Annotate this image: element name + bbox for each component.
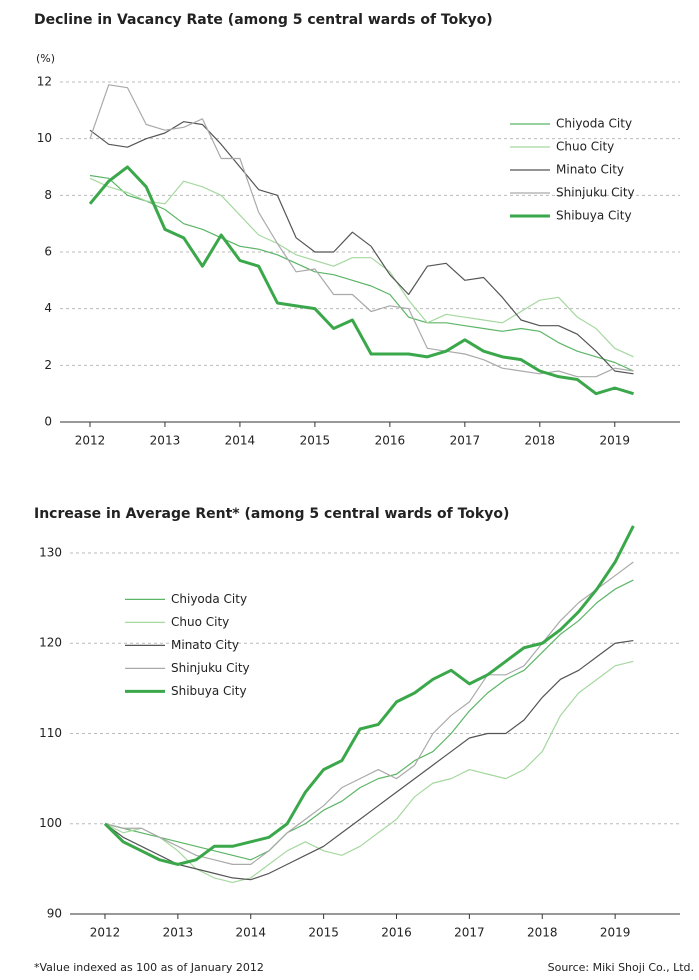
y-tick-label: 10 [37, 131, 52, 145]
legend-label: Chuo City [556, 140, 614, 154]
x-tick-label: 2013 [163, 926, 194, 940]
x-tick-label: 2012 [75, 434, 106, 448]
y-tick-label: 90 [47, 907, 62, 921]
x-tick-label: 2019 [600, 926, 631, 940]
x-tick-label: 2017 [450, 434, 481, 448]
y-axis-label: (%) [36, 52, 55, 65]
chart-title: Decline in Vacancy Rate (among 5 central… [34, 12, 493, 28]
series-line [89, 174, 634, 372]
x-tick-label: 2013 [150, 434, 181, 448]
y-tick-label: 100 [39, 816, 62, 830]
legend-label: Chiyoda City [556, 117, 632, 131]
series-line [104, 639, 634, 881]
y-tick-label: 2 [44, 358, 52, 372]
series-line [88, 165, 634, 396]
series-line [89, 121, 634, 375]
chart-title: Increase in Average Rent* (among 5 centr… [34, 506, 509, 522]
x-tick-label: 2018 [527, 926, 558, 940]
x-tick-label: 2017 [454, 926, 485, 940]
y-tick-label: 8 [44, 188, 52, 202]
x-tick-label: 2016 [375, 434, 406, 448]
legend-label: Shibuya City [556, 209, 632, 223]
footnote: *Value indexed as 100 as of January 2012 [34, 961, 264, 974]
y-tick-label: 110 [39, 726, 62, 740]
x-tick-label: 2014 [235, 926, 266, 940]
legend-label: Chiyoda City [171, 592, 247, 606]
y-tick-label: 12 [37, 75, 52, 89]
legend-label: Shinjuku City [171, 661, 250, 675]
legend-label: Chuo City [171, 615, 229, 629]
legend-label: Shinjuku City [556, 186, 635, 200]
series-line [104, 660, 634, 884]
y-tick-label: 4 [44, 301, 52, 315]
y-tick-label: 6 [44, 245, 52, 259]
legend-label: Minato City [556, 163, 624, 177]
series-line [104, 561, 634, 865]
x-tick-label: 2018 [525, 434, 556, 448]
x-tick-label: 2016 [381, 926, 412, 940]
y-tick-label: 0 [44, 415, 52, 429]
source: Source: Miki Shoji Co., Ltd. [548, 961, 694, 974]
x-tick-label: 2014 [225, 434, 256, 448]
x-tick-label: 2012 [90, 926, 121, 940]
legend-label: Minato City [171, 638, 239, 652]
legend-label: Shibuya City [171, 684, 247, 698]
series-line [89, 177, 634, 358]
x-tick-label: 2015 [300, 434, 331, 448]
series-line [103, 525, 635, 866]
series-line [104, 579, 634, 861]
x-tick-label: 2019 [600, 434, 631, 448]
y-tick-label: 120 [39, 636, 62, 650]
y-tick-label: 130 [39, 545, 62, 559]
x-tick-label: 2015 [308, 926, 339, 940]
